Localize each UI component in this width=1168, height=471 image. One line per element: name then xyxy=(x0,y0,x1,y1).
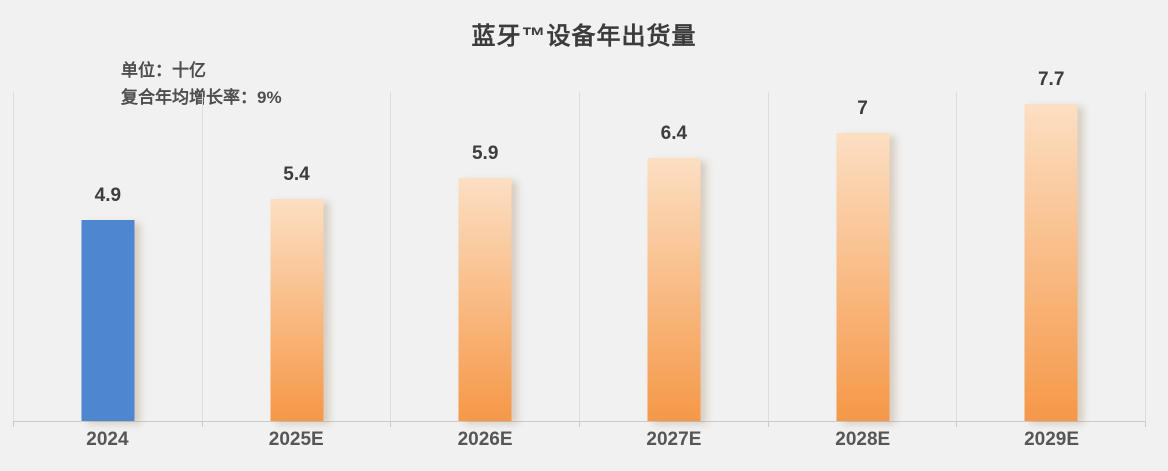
category-cell-2024: 4.9 xyxy=(13,92,202,421)
chart-title: 蓝牙™设备年出货量 xyxy=(471,23,697,50)
bar-value-label: 5.9 xyxy=(471,143,499,165)
category-cell-2026E: 5.9 xyxy=(390,92,579,421)
category-cell-2029E: 7.7 xyxy=(956,69,1145,421)
x-axis-labels: 2024 2025E 2026E 2027E 2028E 2029E xyxy=(13,429,1146,451)
cagr-note: 复合年均增长率：9% xyxy=(121,88,282,107)
x-axis-ticks xyxy=(13,422,1146,427)
bar-2025E xyxy=(270,198,323,421)
x-axis-tick-label: 2024 xyxy=(86,429,129,450)
x-axis-tick-label: 2026E xyxy=(457,429,513,450)
bar-2029E xyxy=(1024,104,1078,421)
bar-2028E xyxy=(836,133,890,421)
bar-value-label: 4.9 xyxy=(94,184,122,206)
bar-value-label: 7 xyxy=(857,98,868,120)
bar-value-label: 5.4 xyxy=(283,163,310,185)
bar-2024 xyxy=(81,219,135,421)
x-axis-tick xyxy=(13,422,202,427)
x-axis-tick xyxy=(390,422,579,427)
chart-notes: 单位：十亿 复合年均增长率：9% xyxy=(121,57,282,111)
x-axis-tick xyxy=(956,422,1145,427)
plot-area: 4.9 5.4 5.9 6.4 7 7.7 xyxy=(13,69,1146,422)
bar-2027E xyxy=(647,157,701,421)
category-cell-2027E: 6.4 xyxy=(579,92,768,421)
category-cell-2028E: 7 xyxy=(767,92,957,421)
x-axis-tick xyxy=(201,422,391,427)
bar-value-label: 7.7 xyxy=(1037,69,1065,91)
x-axis-tick-label: 2029E xyxy=(1024,429,1080,450)
x-axis-tick xyxy=(579,422,768,427)
category-cell-2025E: 5.4 xyxy=(201,92,391,421)
x-axis-tick-label: 2028E xyxy=(835,429,891,450)
unit-note: 单位：十亿 xyxy=(121,61,206,80)
x-axis-tick-label: 2027E xyxy=(646,429,702,450)
x-axis-tick xyxy=(767,422,957,427)
bar-2026E xyxy=(458,178,512,421)
bar-value-label: 6.4 xyxy=(660,122,688,144)
x-axis-tick-label: 2025E xyxy=(268,429,324,450)
